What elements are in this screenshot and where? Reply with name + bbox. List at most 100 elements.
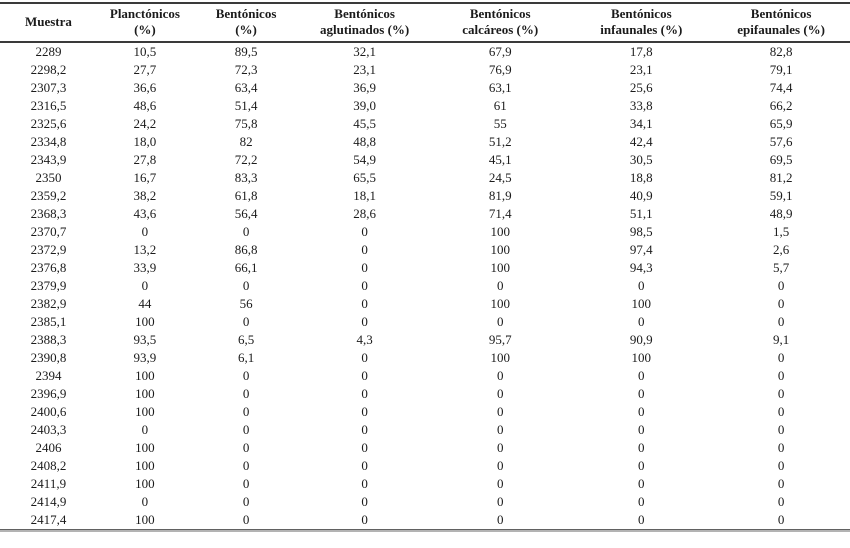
header-cell-bentonicos-infaunales: Bentónicos infaunales (%): [570, 4, 712, 42]
value-cell: 95,7: [488, 332, 512, 347]
value-cell: 0: [361, 422, 368, 437]
muestra-cell: 2417,4: [30, 512, 67, 527]
header-label-line: Bentónicos: [610, 6, 672, 21]
value-cell: 55: [493, 116, 507, 131]
table-row: 2385,1 100 0 0 0 0 0: [0, 313, 850, 331]
value-cell: 30,5: [629, 152, 653, 167]
value-cell: 27,7: [133, 62, 157, 77]
value-cell: 75,8: [234, 116, 258, 131]
value-cell: 18,8: [629, 170, 653, 185]
value-cell: 38,2: [133, 188, 157, 203]
header-label-line: (%): [134, 22, 156, 37]
header-label-line: (%): [235, 22, 257, 37]
value-cell: 81,9: [488, 188, 512, 203]
foraminifera-percentages-table: Muestra Planctónicos (%) Bentónicos (%) Bentó…: [0, 2, 850, 530]
value-cell: 0: [777, 278, 785, 293]
value-cell: 72,2: [234, 152, 258, 167]
value-cell: 36,6: [133, 80, 157, 95]
header-label-line: Bentónicos: [469, 6, 531, 21]
value-cell: 18,0: [133, 134, 157, 149]
value-cell: 0: [777, 296, 785, 311]
value-cell: 36,9: [353, 80, 376, 95]
value-cell: 100: [135, 404, 155, 419]
muestra-cell: 2307,3: [30, 80, 67, 95]
header-cell-bentonicos: Bentónicos (%): [193, 4, 299, 42]
muestra-cell: 2382,9: [30, 296, 67, 311]
value-cell: 0: [638, 512, 645, 527]
value-cell: 86,8: [234, 242, 258, 257]
table-row: 2400,6 100 0 0 0 0 0: [0, 403, 850, 421]
value-cell: 0: [242, 494, 250, 509]
value-cell: 0: [361, 404, 368, 419]
value-cell: 0: [638, 422, 645, 437]
value-cell: 79,1: [769, 62, 793, 77]
muestra-cell: 2388,3: [30, 332, 67, 347]
value-cell: 45,5: [353, 116, 376, 131]
muestra-cell: 2414,9: [30, 494, 67, 509]
value-cell: 32,1: [353, 44, 376, 59]
table-row: 2394 100 0 0 0 0 0: [0, 367, 850, 385]
value-cell: 0: [361, 386, 368, 401]
header-label-line: Planctónicos: [109, 6, 180, 21]
header-cell-bentonicos-epifaunales: Bentónicos epifaunales (%): [712, 4, 850, 42]
value-cell: 66,2: [769, 98, 793, 113]
table-row: 2414,9 0 0 0 0 0 0: [0, 493, 850, 511]
value-cell: 0: [496, 494, 504, 509]
muestra-cell: 2370,7: [30, 224, 67, 239]
value-cell: 74,4: [769, 80, 793, 95]
value-cell: 0: [361, 242, 368, 257]
table-row: 2316,5 48,6 51,4 39,0 61 33,8 66,2: [0, 97, 850, 115]
value-cell: 89,5: [234, 44, 258, 59]
value-cell: 0: [242, 368, 250, 383]
table-body: 2289 10,5 89,5 32,1 67,9 17,8 82,8 2298,2 27,7 72…: [0, 42, 850, 529]
value-cell: 61,8: [234, 188, 258, 203]
value-cell: 18,1: [353, 188, 376, 203]
muestra-cell: 2350: [35, 170, 62, 185]
value-cell: 71,4: [488, 206, 512, 221]
value-cell: 0: [141, 278, 149, 293]
header-cell-planctonicos: Planctónicos (%): [97, 4, 193, 42]
value-cell: 48,6: [133, 98, 157, 113]
value-cell: 2,6: [773, 242, 790, 257]
header-label-line: Bentónicos: [750, 6, 812, 21]
value-cell: 23,1: [353, 62, 376, 77]
value-cell: 63,4: [234, 80, 258, 95]
value-cell: 100: [135, 314, 155, 329]
value-cell: 0: [361, 512, 368, 527]
value-cell: 0: [496, 512, 504, 527]
value-cell: 13,2: [133, 242, 157, 257]
value-cell: 0: [361, 224, 368, 239]
muestra-cell: 2400,6: [30, 404, 67, 419]
table-row: 2382,9 44 56 0 100 100 0: [0, 295, 850, 313]
value-cell: 0: [361, 368, 368, 383]
value-cell: 100: [135, 512, 155, 527]
value-cell: 0: [638, 368, 645, 383]
value-cell: 100: [135, 386, 155, 401]
value-cell: 0: [496, 458, 504, 473]
value-cell: 66,1: [234, 260, 258, 275]
table-row: 2376,8 33,9 66,1 0 100 94,3 5,7: [0, 259, 850, 277]
value-cell: 0: [141, 422, 149, 437]
muestra-cell: 2298,2: [30, 62, 67, 77]
table-row: 2325,6 24,2 75,8 45,5 55 34,1 65,9: [0, 115, 850, 133]
value-cell: 0: [777, 440, 785, 455]
value-cell: 0: [361, 278, 368, 293]
table-row: 2403,3 0 0 0 0 0 0: [0, 421, 850, 439]
header-label-line: infaunales (%): [600, 22, 683, 37]
table-row: 2408,2 100 0 0 0 0 0: [0, 457, 850, 475]
value-cell: 0: [242, 314, 250, 329]
value-cell: 69,5: [769, 152, 793, 167]
value-cell: 0: [638, 476, 645, 491]
value-cell: 61: [493, 98, 507, 113]
value-cell: 33,9: [133, 260, 157, 275]
value-cell: 0: [496, 422, 504, 437]
muestra-cell: 2372,9: [30, 242, 67, 257]
value-cell: 25,6: [629, 80, 653, 95]
muestra-cell: 2316,5: [30, 98, 67, 113]
value-cell: 76,9: [488, 62, 512, 77]
value-cell: 17,8: [629, 44, 653, 59]
muestra-cell: 2408,2: [30, 458, 67, 473]
value-cell: 67,9: [488, 44, 512, 59]
value-cell: 65,9: [769, 116, 793, 131]
value-cell: 0: [638, 314, 645, 329]
